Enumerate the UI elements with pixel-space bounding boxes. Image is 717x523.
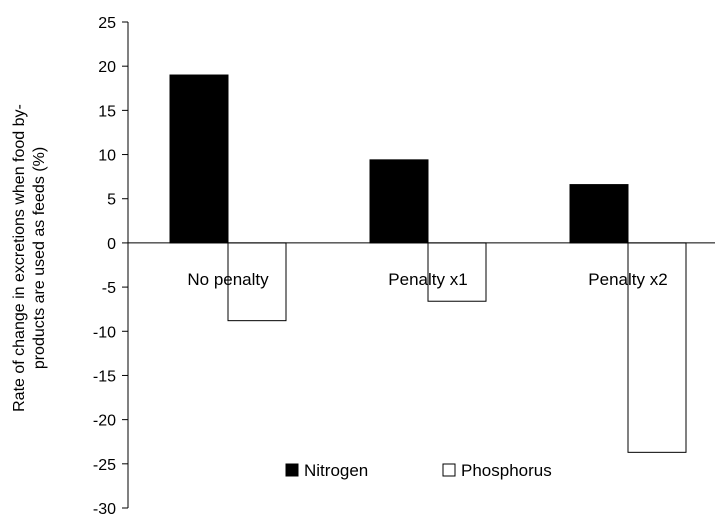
y-tick-label: 20 [98, 59, 116, 76]
y-tick-label: -10 [93, 324, 116, 341]
y-axis-title-line2: products are used as feeds (%) [31, 147, 48, 369]
y-tick-label: 5 [107, 192, 116, 209]
legend-label-phosphorus: Phosphorus [461, 461, 552, 480]
y-axis-title: Rate of change in excretions when food b… [11, 104, 48, 412]
y-tick-label: 10 [98, 148, 116, 165]
x-category-label: Penalty x1 [388, 270, 467, 289]
bar-nitrogen-penalty-x1 [369, 159, 429, 244]
y-tick-label: -25 [93, 457, 116, 474]
y-tick-label: 25 [98, 15, 116, 32]
y-tick-label: -30 [93, 501, 116, 518]
y-tick-label: -15 [93, 368, 116, 385]
y-axis: 25 20 15 10 5 0 -5 -10 -15 -20 -25 -30 [93, 15, 128, 518]
bar-nitrogen-no-penalty [169, 74, 229, 244]
category-labels: No penalty Penalty x1 Penalty x2 [187, 270, 667, 289]
y-axis-title-line1: Rate of change in excretions when food b… [11, 104, 28, 412]
legend: Nitrogen Phosphorus [285, 461, 552, 480]
x-category-label: Penalty x2 [588, 270, 667, 289]
legend-swatch-nitrogen [285, 463, 299, 477]
y-tick-label: 15 [98, 103, 116, 120]
x-category-label: No penalty [187, 270, 269, 289]
bar-phosphorus-no-penalty [227, 242, 287, 322]
y-tick-label: -5 [102, 280, 116, 297]
legend-swatch-phosphorus [442, 463, 456, 477]
y-tick-label: 0 [107, 236, 116, 253]
y-tick-label: -20 [93, 413, 116, 430]
bar-nitrogen-penalty-x2 [569, 184, 629, 244]
plot-area [169, 74, 687, 453]
legend-label-nitrogen: Nitrogen [304, 461, 368, 480]
